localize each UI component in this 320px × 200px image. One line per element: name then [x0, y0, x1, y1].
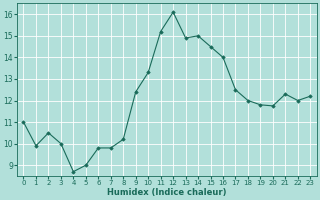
X-axis label: Humidex (Indice chaleur): Humidex (Indice chaleur) [107, 188, 227, 197]
